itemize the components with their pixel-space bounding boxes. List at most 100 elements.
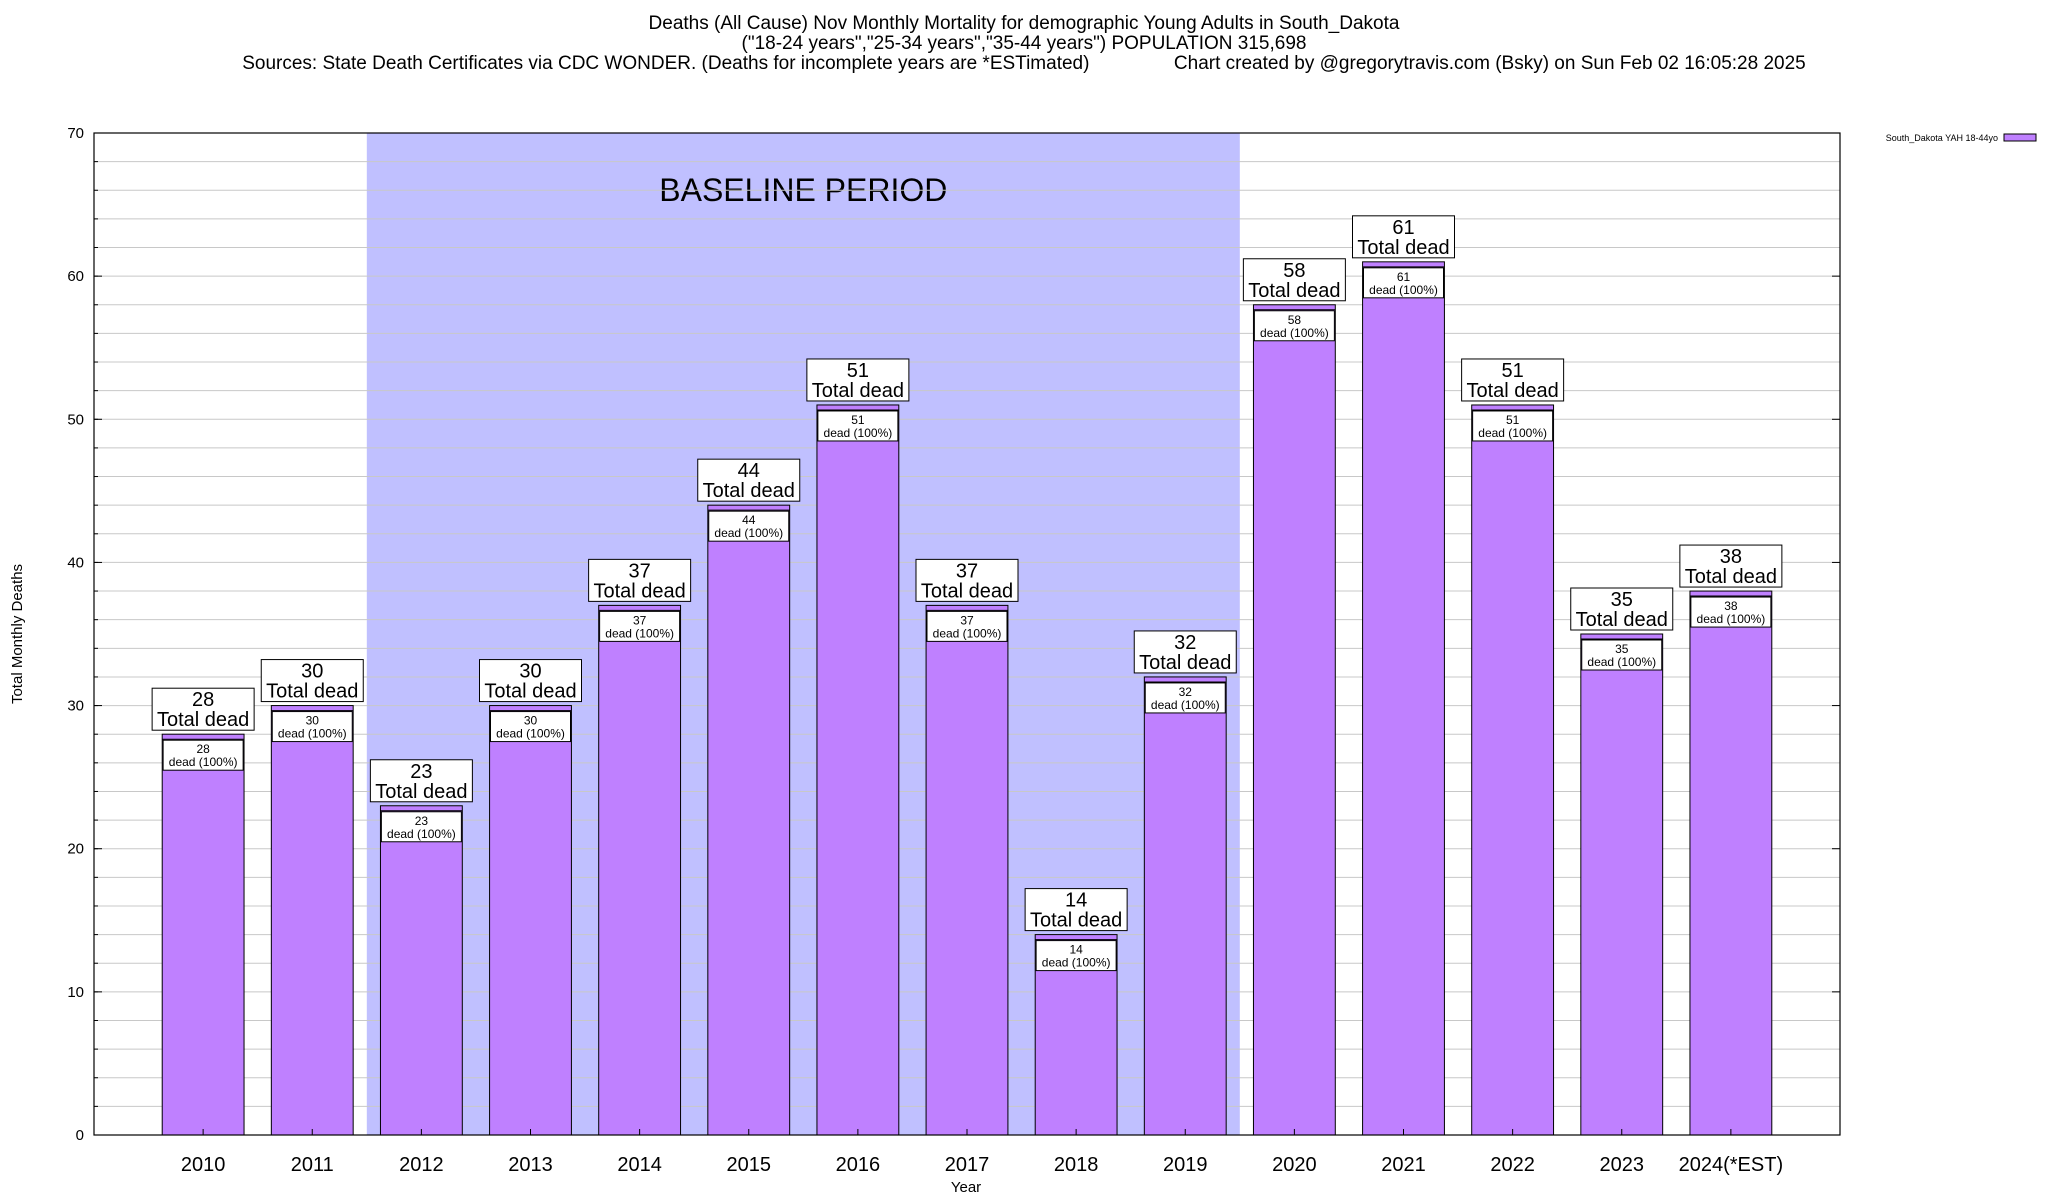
x-tick-label: 2010	[181, 1154, 226, 1176]
top-label-value: 14	[1065, 890, 1087, 912]
inner-label-box	[1690, 596, 1772, 628]
inner-label-text: dead (100%)	[714, 526, 783, 540]
inner-label-value: 30	[306, 714, 320, 728]
x-tick-label: 2019	[1163, 1154, 1208, 1176]
top-label-box	[1242, 258, 1346, 302]
inner-label-value: 32	[1179, 685, 1193, 699]
top-label-value: 23	[410, 761, 432, 783]
x-tick-label: 2024(*EST)	[1679, 1154, 1784, 1176]
bar-2024(*EST)	[1689, 590, 1773, 1136]
top-label-box	[915, 558, 1019, 602]
inner-label-text: dead (100%)	[1151, 698, 1220, 712]
top-label-text: Total dead	[1248, 280, 1340, 302]
bar-2012	[379, 805, 463, 1136]
inner-label-value: 61	[1397, 270, 1411, 284]
bar-2013	[489, 705, 572, 1136]
y-tick-label: 0	[76, 1127, 84, 1144]
inner-label-text: dead (100%)	[1042, 956, 1111, 970]
x-tick-label: 2017	[945, 1154, 990, 1176]
bar-2011	[270, 705, 354, 1136]
top-label-value: 51	[1502, 360, 1524, 382]
inner-label-box	[162, 739, 244, 771]
inner-label-value: 51	[851, 413, 865, 427]
top-label-value: 37	[629, 560, 651, 582]
inner-label-text: dead (100%)	[1260, 326, 1329, 340]
top-label-value: 30	[301, 661, 323, 683]
top-label-box	[369, 759, 473, 803]
bar-2017	[925, 604, 1009, 1136]
inner-label-value: 38	[1724, 599, 1738, 613]
chart-subtitle: ("18-24 years","25-34 years","35-44 year…	[741, 33, 1307, 54]
top-label-value: 38	[1720, 546, 1742, 568]
x-tick-label: 2012	[399, 1154, 444, 1176]
top-label-text: Total dead	[1466, 380, 1558, 402]
inner-label-value: 58	[1288, 313, 1302, 327]
top-label-box	[1679, 544, 1783, 588]
y-tick-label: 20	[67, 841, 84, 858]
inner-label-value: 37	[960, 613, 974, 627]
bar-2021	[1362, 261, 1445, 1136]
top-label-text: Total dead	[1576, 609, 1668, 631]
x-tick-label: 2020	[1272, 1154, 1317, 1176]
top-label-text: Total dead	[1357, 237, 1449, 259]
inner-label-value: 30	[524, 714, 538, 728]
inner-label-box	[1035, 940, 1117, 972]
top-label-box	[1352, 215, 1455, 259]
chart-sources: Sources: State Death Certificates via CD…	[242, 53, 1090, 74]
bar-2010	[161, 733, 245, 1136]
top-label-box	[1461, 358, 1565, 402]
top-label-text: Total dead	[1030, 910, 1122, 932]
x-tick-label: 2021	[1381, 1154, 1426, 1176]
top-label-box	[260, 659, 364, 703]
top-label-text: Total dead	[1685, 566, 1777, 588]
inner-label-value: 23	[415, 814, 429, 828]
inner-label-text: dead (100%)	[387, 827, 456, 841]
inner-label-value: 28	[196, 742, 210, 756]
top-label-value: 44	[738, 460, 760, 482]
top-label-value: 30	[519, 661, 541, 683]
chart-sources-line: Sources: State Death Certificates via CD…	[0, 54, 2048, 74]
y-tick-label: 10	[67, 984, 84, 1001]
inner-label-value: 35	[1615, 642, 1629, 656]
inner-label-text: dead (100%)	[1478, 426, 1547, 440]
x-axis-label: Year	[951, 1179, 981, 1196]
inner-label-box	[1581, 639, 1663, 671]
inner-label-text: dead (100%)	[933, 626, 1002, 640]
inner-label-box	[926, 610, 1008, 642]
top-label-text: Total dead	[703, 480, 795, 502]
y-tick-label: 30	[67, 698, 84, 715]
x-tick-label: 2015	[727, 1154, 772, 1176]
x-tick-label: 2013	[508, 1154, 553, 1176]
top-label-value: 32	[1174, 632, 1196, 654]
y-tick-label: 60	[67, 268, 84, 285]
top-label-text: Total dead	[921, 580, 1013, 602]
inner-label-value: 14	[1069, 943, 1083, 957]
inner-label-text: dead (100%)	[1369, 283, 1438, 297]
top-label-value: 51	[847, 360, 869, 382]
top-label-value: 37	[956, 560, 978, 582]
y-axis-label: Total Monthly Deaths	[9, 564, 26, 704]
bar-2020	[1252, 304, 1336, 1136]
top-label-box	[1570, 587, 1674, 631]
top-label-text: Total dead	[266, 681, 358, 703]
plot-border	[93, 132, 1841, 1136]
inner-label-box	[1472, 410, 1554, 442]
chart-title-block: Deaths (All Cause) Nov Monthly Mortality…	[0, 14, 2048, 74]
inner-label-box	[490, 711, 571, 743]
bar-2022	[1471, 404, 1555, 1136]
top-label-value: 61	[1392, 217, 1414, 239]
bar-2019	[1143, 676, 1227, 1136]
inner-label-box	[817, 410, 899, 442]
x-tick-label: 2018	[1054, 1154, 1099, 1176]
bar-2023	[1580, 633, 1664, 1136]
y-tick-label: 40	[67, 554, 84, 571]
legend-entry-label: South_Dakota YAH 18-44yo	[1886, 133, 1998, 143]
y-tick-label: 50	[67, 411, 84, 428]
top-label-text: Total dead	[157, 709, 249, 731]
top-label-text: Total dead	[484, 681, 576, 703]
chart-title: Deaths (All Cause) Nov Monthly Mortality…	[648, 13, 1400, 34]
top-label-box	[1133, 630, 1237, 674]
top-label-box	[479, 659, 582, 703]
y-tick-label: 70	[67, 125, 84, 142]
